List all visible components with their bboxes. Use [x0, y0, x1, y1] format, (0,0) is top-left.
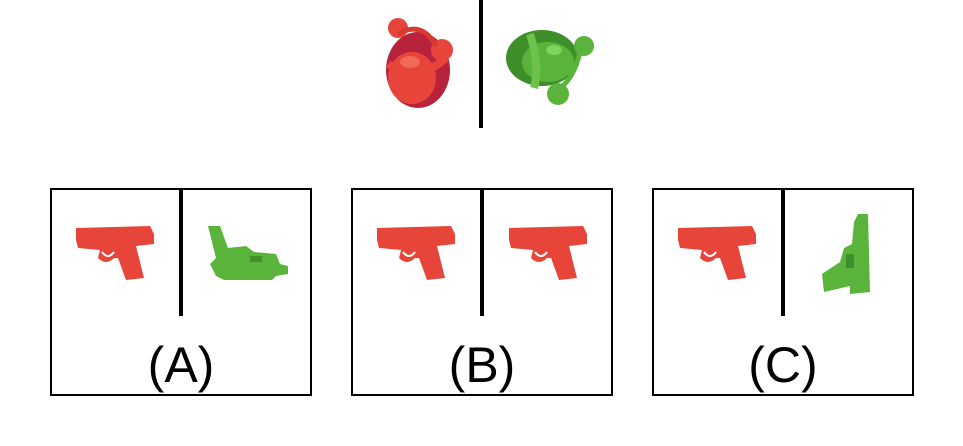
reference-divider: [479, 0, 483, 128]
green-pistol-rotated-icon: [206, 224, 292, 284]
option-b-box[interactable]: (B): [351, 188, 613, 396]
red-pistol-icon: [507, 222, 593, 284]
red-pistol-icon: [375, 222, 461, 284]
green-bucket-object: [500, 22, 600, 106]
option-c-divider: [781, 190, 785, 316]
red-pistol-icon: [676, 222, 762, 284]
option-b-label: (B): [353, 340, 611, 390]
option-a-box[interactable]: (A): [50, 188, 312, 396]
option-c-label: (C): [654, 340, 912, 390]
option-b-divider: [480, 190, 484, 316]
red-pistol-icon: [74, 222, 160, 284]
green-pistol-vertical-icon: [820, 212, 882, 296]
option-a-divider: [179, 190, 183, 316]
red-bucket-object: [376, 12, 462, 112]
option-a-label: (A): [52, 340, 310, 390]
option-c-box[interactable]: (C): [652, 188, 914, 396]
